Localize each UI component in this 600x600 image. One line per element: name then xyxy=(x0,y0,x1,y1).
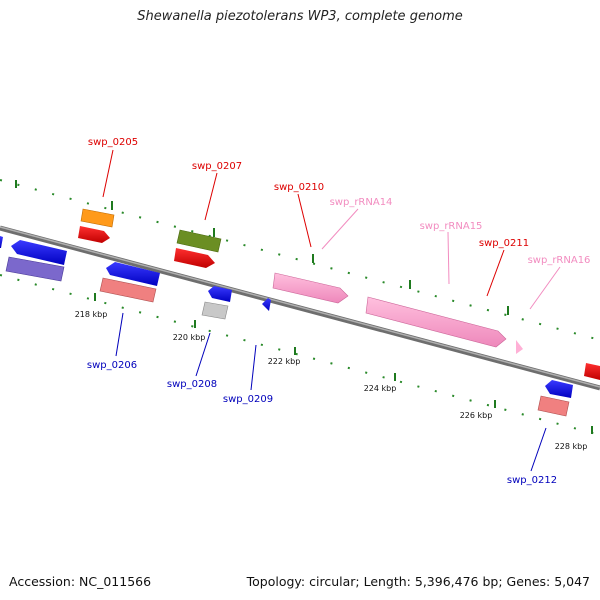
gene-feature[interactable] xyxy=(80,208,115,228)
genome-summary-text: Topology: circular; Length: 5,396,476 bp… xyxy=(246,574,590,589)
gene-feature[interactable] xyxy=(537,395,570,417)
label-leaders xyxy=(102,149,561,472)
label-swp-0205[interactable]: swp_0205 xyxy=(88,137,138,148)
major-ticks xyxy=(15,180,593,434)
gene-feature[interactable] xyxy=(201,301,229,320)
gene-feature[interactable] xyxy=(78,226,110,243)
label-swp-0210[interactable]: swp_0210 xyxy=(274,182,324,193)
gene-feature[interactable] xyxy=(106,262,160,286)
label-swp-0208[interactable]: swp_0208 xyxy=(167,379,217,390)
map-title: Shewanella piezotolerans WP3, complete g… xyxy=(137,9,463,24)
label-swp-0209[interactable]: swp_0209 xyxy=(223,394,273,405)
gene-feature[interactable] xyxy=(208,286,232,302)
rrna-feature[interactable] xyxy=(272,272,349,304)
label-swp-0206[interactable]: swp_0206 xyxy=(87,360,137,371)
label-swp-0211[interactable]: swp_0211 xyxy=(479,238,529,249)
label-swp-rrna14[interactable]: swp_rRNA14 xyxy=(330,197,393,208)
forward-features xyxy=(78,208,600,380)
genome-backbone xyxy=(0,225,600,391)
rrna-feature[interactable] xyxy=(516,340,523,354)
tick-label: 228 kbp xyxy=(555,442,588,451)
tick-label: 226 kbp xyxy=(460,411,493,420)
label-swp-0212[interactable]: swp_0212 xyxy=(507,475,557,486)
label-swp-rrna16[interactable]: swp_rRNA16 xyxy=(528,255,591,266)
gene-feature[interactable] xyxy=(174,248,215,268)
gene-feature[interactable] xyxy=(584,363,600,380)
tick-label: 222 kbp xyxy=(268,357,301,366)
gene-feature[interactable] xyxy=(545,380,573,398)
gene-feature[interactable] xyxy=(11,240,67,265)
inner-tick-track xyxy=(0,274,600,436)
gene-feature[interactable] xyxy=(5,256,65,282)
position-labels: 218 kbp 220 kbp 222 kbp 224 kbp 226 kbp … xyxy=(75,310,588,451)
label-swp-rrna15[interactable]: swp_rRNA15 xyxy=(420,221,483,232)
rrna-feature[interactable] xyxy=(365,296,507,348)
tick-label: 220 kbp xyxy=(173,333,206,342)
gene-feature[interactable] xyxy=(99,277,157,303)
gene-feature[interactable] xyxy=(262,298,271,311)
tick-label: 224 kbp xyxy=(364,384,397,393)
gene-feature[interactable] xyxy=(0,236,3,248)
reverse-features xyxy=(0,236,573,417)
label-swp-0207[interactable]: swp_0207 xyxy=(192,161,242,172)
tick-label: 218 kbp xyxy=(75,310,108,319)
gene-feature[interactable] xyxy=(176,229,222,253)
feature-labels: swp_0205 swp_0207 swp_0210 swp_rRNA14 sw… xyxy=(87,137,591,486)
accession-text: Accession: NC_011566 xyxy=(9,574,152,589)
